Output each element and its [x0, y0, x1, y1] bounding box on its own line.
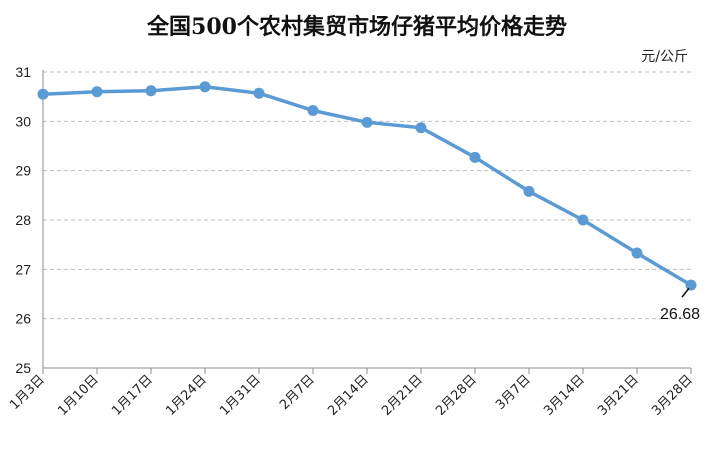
x-tick-label: 1月17日 — [109, 372, 156, 419]
data-point — [577, 214, 589, 226]
series-line — [42, 85, 692, 287]
data-point — [253, 87, 265, 99]
chart-title: 全国500个农村集贸市场仔猪平均价格走势 — [146, 14, 567, 40]
unit-label: 元/公斤 — [641, 49, 688, 65]
data-point — [361, 116, 373, 128]
axes — [42, 70, 691, 369]
y-tick-label: 31 — [15, 64, 31, 80]
gridlines — [43, 71, 691, 320]
x-tick-label: 2月21日 — [379, 372, 426, 419]
y-tick-label: 25 — [15, 360, 31, 376]
data-label-last: 26.68 — [660, 306, 700, 323]
x-tick-label: 2月7日 — [277, 372, 318, 413]
x-tick-label: 2月28日 — [433, 372, 480, 419]
annotations: 26.68 — [660, 287, 700, 323]
y-tick-label: 30 — [15, 113, 31, 129]
series-price — [37, 81, 697, 291]
x-tick-label: 1月10日 — [55, 372, 102, 419]
data-point — [91, 86, 103, 98]
x-axis-ticks: 1月3日 1月10日 1月17日 1月24日 1月31日 2月7日 2月14日 2月21日 2月… — [7, 368, 696, 419]
x-tick-label: 3月28日 — [649, 372, 696, 419]
x-tick-label: 3月21日 — [595, 372, 642, 419]
data-point — [307, 104, 319, 116]
x-tick-label: 1月24日 — [163, 372, 210, 419]
x-tick-label: 1月3日 — [7, 372, 48, 413]
x-tick-label: 2月14日 — [325, 372, 372, 419]
x-tick-label: 1月31日 — [217, 372, 264, 419]
x-tick-label: 3月7日 — [493, 372, 534, 413]
data-point — [37, 88, 49, 100]
y-tick-label: 26 — [15, 311, 31, 327]
y-tick-label: 27 — [15, 261, 31, 277]
x-tick-label: 3月14日 — [541, 372, 588, 419]
data-point — [469, 151, 481, 163]
data-point — [523, 185, 535, 197]
data-point — [145, 85, 157, 97]
data-point — [685, 279, 697, 291]
y-axis-ticks: 25 26 27 28 29 30 31 — [15, 64, 31, 376]
annotation-leader-line — [681, 287, 690, 298]
y-tick-label: 28 — [15, 212, 31, 228]
data-point — [631, 247, 643, 259]
data-point — [415, 122, 427, 134]
y-tick-label: 29 — [15, 163, 31, 179]
data-point — [199, 81, 211, 93]
